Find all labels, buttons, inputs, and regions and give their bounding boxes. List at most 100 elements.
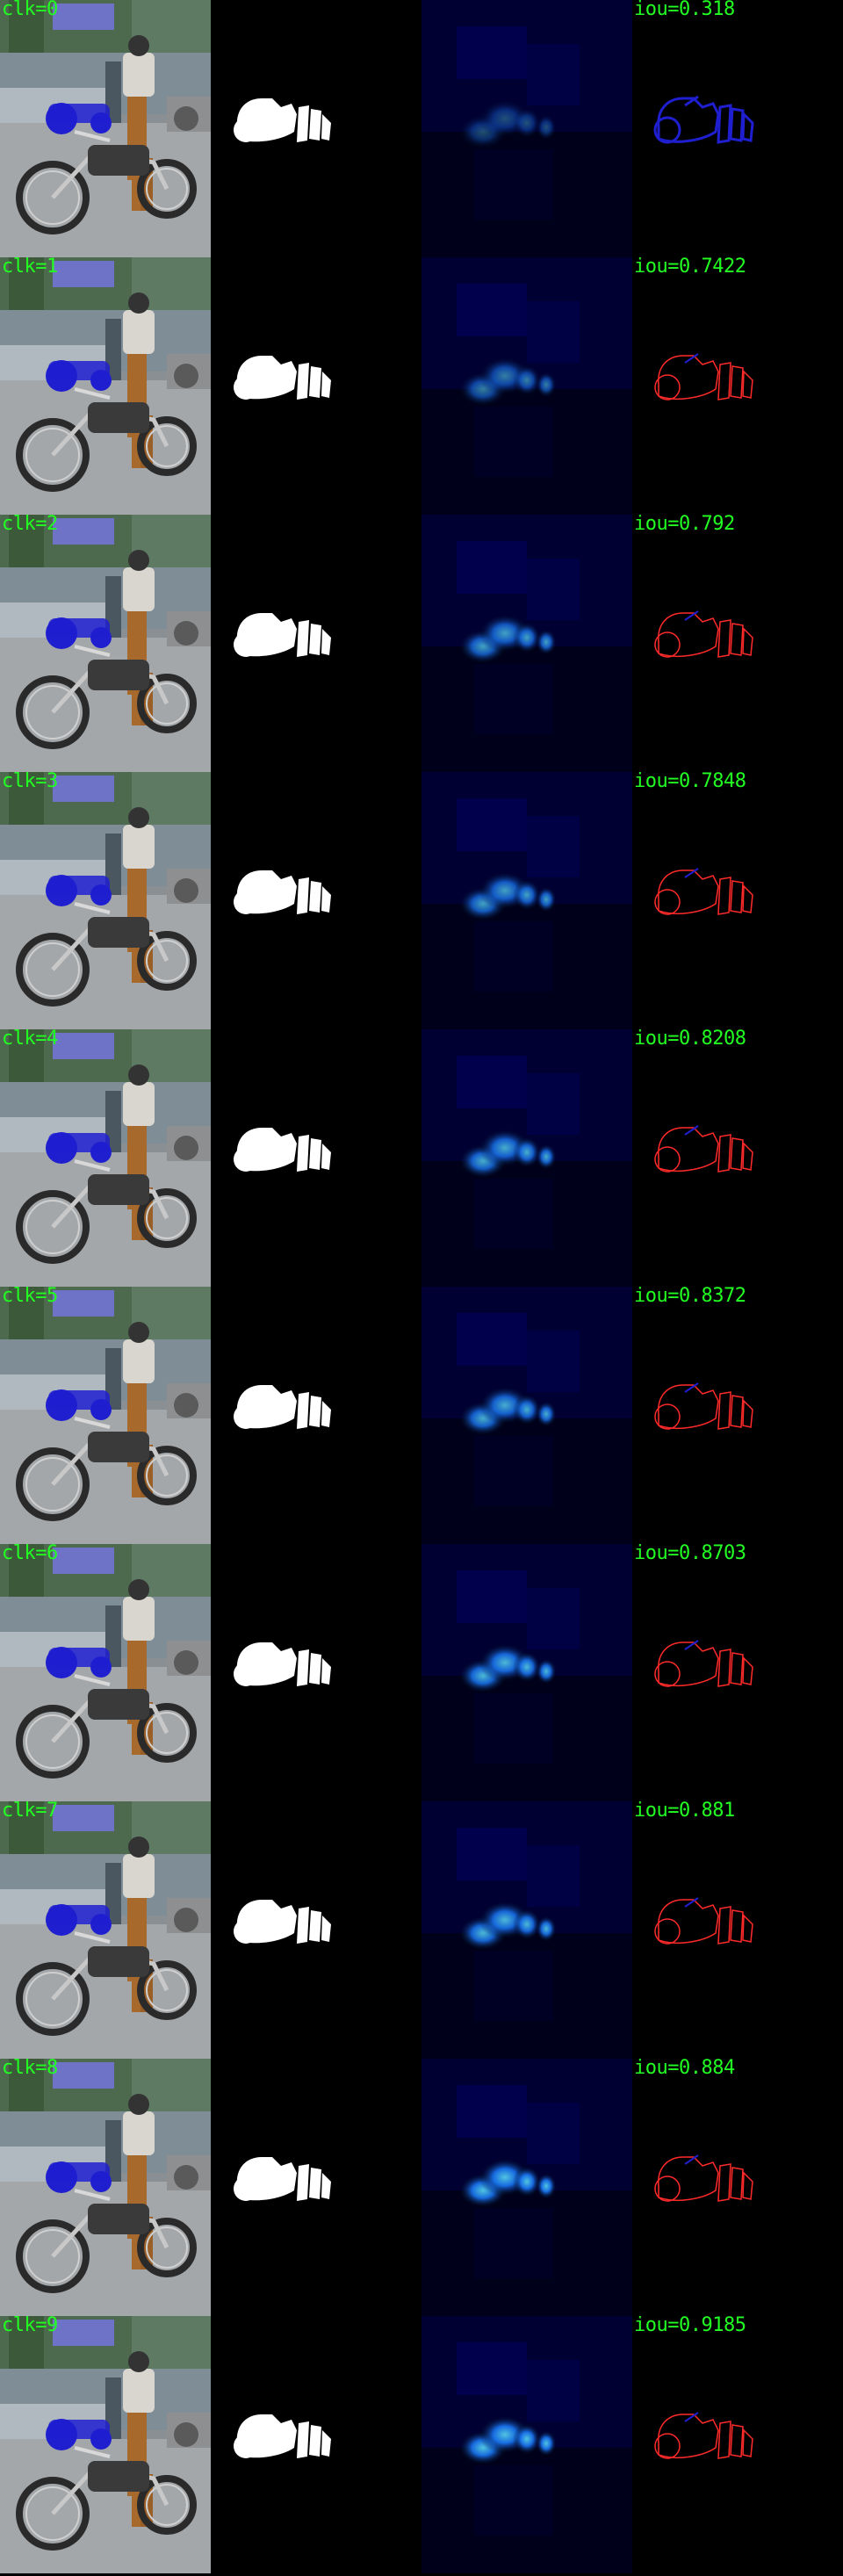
input-image-panel: clk=8 (0, 2059, 211, 2316)
input-image-panel: clk=1 (0, 257, 211, 515)
prediction-heatmap-panel (422, 515, 632, 772)
iou-score-label: iou=0.8372 (634, 1287, 746, 1307)
ground-truth-mask (234, 98, 331, 142)
ground-truth-mask (234, 1642, 331, 1686)
prediction-heatmap (422, 1287, 632, 1544)
result-row: clk=2 (0, 515, 843, 772)
prediction-heatmap (422, 772, 632, 1029)
prediction-heatmap-panel (422, 2059, 632, 2316)
iou-score-label: iou=0.881 (634, 1801, 735, 1822)
prediction-heatmap (422, 515, 632, 772)
input-image-panel: clk=5 (0, 1287, 211, 1544)
click-count-label: clk=5 (2, 1287, 58, 1307)
iou-score-label: iou=0.884 (634, 2059, 735, 2079)
iou-score-label: iou=0.9185 (634, 2316, 746, 2336)
prediction-heatmap-panel (422, 2316, 632, 2573)
input-image-panel: clk=7 (0, 1801, 211, 2059)
iou-score-label: iou=0.792 (634, 515, 735, 535)
ground-truth-mask-panel (211, 257, 422, 515)
click-count-label: clk=9 (2, 2316, 58, 2336)
click-count-label: clk=6 (2, 1544, 58, 1564)
ground-truth-mask-panel (211, 1801, 422, 2059)
motorcycle-photo (0, 2059, 211, 2316)
prediction-heatmap-panel (422, 1029, 632, 1287)
prediction-heatmap (422, 2316, 632, 2573)
ground-truth-mask (234, 2414, 331, 2458)
prediction-heatmap-panel (422, 257, 632, 515)
error-map-panel: iou=0.792 (632, 515, 843, 772)
input-image-panel: clk=2 (0, 515, 211, 772)
ground-truth-mask (234, 1385, 331, 1429)
input-image-panel: clk=0 (0, 0, 211, 257)
result-row: clk=3 (0, 772, 843, 1029)
error-map (654, 2154, 753, 2202)
error-map (654, 868, 753, 915)
ground-truth-mask (234, 870, 331, 914)
result-row: clk=6 (0, 1544, 843, 1801)
input-image-panel: clk=4 (0, 1029, 211, 1287)
ground-truth-mask-panel (211, 1029, 422, 1287)
error-map (654, 1640, 753, 1687)
result-row: clk=1 (0, 257, 843, 515)
motorcycle-photo (0, 0, 211, 257)
error-map-panel: iou=0.7848 (632, 772, 843, 1029)
prediction-heatmap (422, 2059, 632, 2316)
ground-truth-mask-panel (211, 2059, 422, 2316)
error-map-panel: iou=0.9185 (632, 2316, 843, 2573)
ground-truth-mask (234, 1128, 331, 1172)
motorcycle-photo (0, 2316, 211, 2573)
motorcycle-photo (0, 257, 211, 515)
click-count-label: clk=2 (2, 515, 58, 535)
motorcycle-photo (0, 1287, 211, 1544)
ground-truth-mask-panel (211, 1287, 422, 1544)
error-map-panel: iou=0.884 (632, 2059, 843, 2316)
prediction-heatmap (422, 1801, 632, 2059)
error-map-panel: iou=0.881 (632, 1801, 843, 2059)
iou-score-label: iou=0.8703 (634, 1544, 746, 1564)
click-count-label: clk=0 (2, 0, 58, 20)
ground-truth-mask-panel (211, 1544, 422, 1801)
result-row: clk=5 (0, 1287, 843, 1544)
error-map (654, 1897, 753, 1945)
prediction-heatmap-panel (422, 1801, 632, 2059)
motorcycle-photo (0, 772, 211, 1029)
ground-truth-mask-panel (211, 772, 422, 1029)
motorcycle-photo (0, 1029, 211, 1287)
result-row: clk=9 (0, 2316, 843, 2573)
error-map (653, 95, 754, 144)
error-map (654, 1125, 753, 1173)
click-count-label: clk=4 (2, 1029, 58, 1050)
error-map-panel: iou=0.8208 (632, 1029, 843, 1287)
prediction-heatmap-panel (422, 0, 632, 257)
input-image-panel: clk=9 (0, 2316, 211, 2573)
motorcycle-photo (0, 1544, 211, 1801)
iou-score-label: iou=0.7848 (634, 772, 746, 792)
input-image-panel: clk=3 (0, 772, 211, 1029)
ground-truth-mask-panel (211, 0, 422, 257)
prediction-heatmap-panel (422, 1287, 632, 1544)
motorcycle-photo (0, 1801, 211, 2059)
ground-truth-mask (234, 613, 331, 657)
error-map (654, 1382, 753, 1430)
prediction-heatmap (422, 0, 632, 257)
ground-truth-mask-panel (211, 2316, 422, 2573)
error-map (654, 610, 753, 658)
error-map-panel: iou=0.8703 (632, 1544, 843, 1801)
click-count-label: clk=7 (2, 1801, 58, 1822)
iou-score-label: iou=0.8208 (634, 1029, 746, 1050)
click-count-label: clk=8 (2, 2059, 58, 2079)
ground-truth-mask (234, 1900, 331, 1944)
result-row: clk=0 (0, 0, 843, 257)
prediction-heatmap-panel (422, 1544, 632, 1801)
ground-truth-mask-panel (211, 515, 422, 772)
click-count-label: clk=1 (2, 257, 58, 278)
iou-score-label: iou=0.318 (634, 0, 735, 20)
ground-truth-mask (234, 356, 331, 400)
iou-score-label: iou=0.7422 (634, 257, 746, 278)
error-map-panel: iou=0.7422 (632, 257, 843, 515)
prediction-heatmap (422, 1544, 632, 1801)
prediction-heatmap (422, 257, 632, 515)
click-count-label: clk=3 (2, 772, 58, 792)
motorcycle-photo (0, 515, 211, 772)
